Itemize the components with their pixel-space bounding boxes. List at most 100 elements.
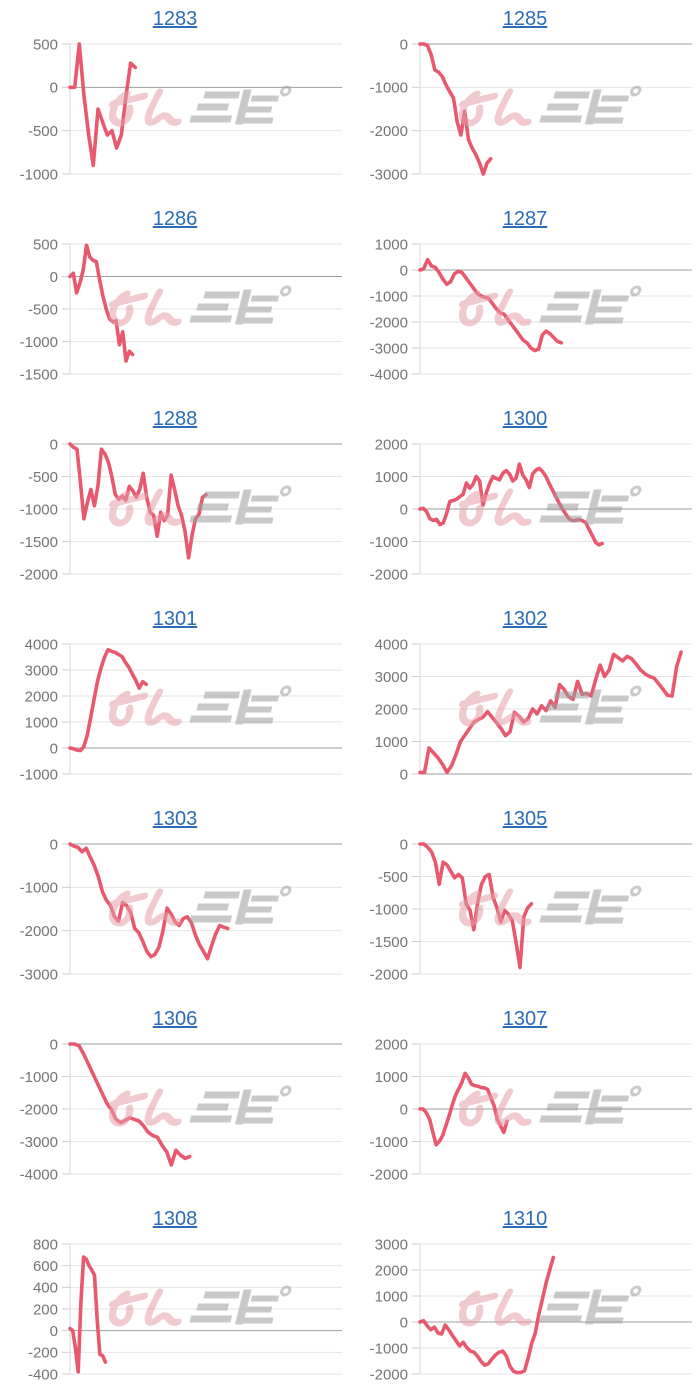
slump-graph: 0 -500 -1000 -1500 -2000 (350, 836, 700, 998)
payout-line-series (68, 243, 135, 363)
y-axis-tick-label: -2000 (370, 1366, 408, 1383)
machine-number-link[interactable]: 1306 (152, 1008, 198, 1030)
y-axis-tick-label: 4000 (375, 636, 408, 653)
y-axis-tick-label: 0 (50, 1323, 58, 1340)
y-axis-tick-label: 500 (33, 36, 58, 53)
y-axis-tick-label: 500 (33, 236, 58, 253)
y-axis-tick-label: 800 (33, 1236, 58, 1253)
machine-number-link[interactable]: 1303 (152, 808, 198, 830)
line-chart: 0 -1000 -2000 -3000 (20, 836, 342, 983)
y-axis-tick-label: 0 (400, 766, 408, 783)
chart-title-row: 1300 (350, 400, 700, 436)
chart-cell: 1308 800 600 400 200 0 -200 -400 (0, 1200, 350, 1400)
chart-cell: 1306 0 -1000 -2000 -3000 -4000 (0, 1000, 350, 1200)
machine-number-link[interactable]: 1287 (502, 208, 548, 230)
y-axis-tick-label: 2000 (25, 688, 58, 705)
payout-line-series (68, 1042, 192, 1167)
y-axis-tick-label: -2000 (20, 923, 58, 940)
slump-graph: 0 -1000 -2000 -3000 (350, 36, 700, 198)
y-axis-tick-label: 600 (33, 1258, 58, 1275)
y-axis-tick-label: -2000 (370, 1166, 408, 1183)
machine-number-link[interactable]: 1307 (502, 1008, 548, 1030)
y-axis-tick-label: 4000 (25, 636, 58, 653)
y-axis-tick-label: 1000 (375, 1288, 408, 1305)
machine-number-link[interactable]: 1310 (502, 1208, 548, 1230)
machine-number-link[interactable]: 1300 (502, 408, 548, 430)
y-axis-tick-label: -2000 (370, 123, 408, 140)
machine-number-link[interactable]: 1283 (152, 8, 198, 30)
y-axis-tick-label: -1000 (370, 1134, 408, 1151)
line-chart: 0 -500 -1000 -1500 -2000 (370, 836, 692, 983)
y-axis-tick-label: 2000 (375, 1036, 408, 1053)
y-axis-tick-label: -3000 (370, 340, 408, 357)
y-axis-tick-label: 200 (33, 1301, 58, 1318)
y-axis-tick-label: 0 (400, 36, 408, 53)
machine-number-link[interactable]: 1288 (152, 408, 198, 430)
y-axis-tick-label: -3000 (370, 166, 408, 183)
slump-graph: 0 -1000 -2000 -3000 (0, 836, 350, 998)
slump-graph: 800 600 400 200 0 -200 -400 (0, 1236, 350, 1398)
y-axis-tick-label: 1000 (25, 714, 58, 731)
payout-line-series (68, 42, 138, 168)
machine-number-link[interactable]: 1285 (502, 8, 548, 30)
slump-graph: 500 0 -500 -1000 -1500 (0, 236, 350, 398)
y-axis-tick-label: -4000 (20, 1166, 58, 1183)
payout-line-series (68, 842, 230, 961)
payout-line-series (418, 842, 534, 970)
payout-line-series (68, 442, 208, 560)
chart-cell: 1310 3000 2000 1000 0 -1000 -2000 (350, 1200, 700, 1400)
line-chart: 0 -1000 -2000 -3000 -4000 (20, 1036, 342, 1183)
payout-line-series (68, 647, 148, 753)
y-axis-tick-label: 1000 (375, 236, 408, 253)
y-axis-tick-label: -500 (28, 469, 58, 486)
y-axis-tick-label: -3000 (20, 966, 58, 983)
y-axis-tick-label: -2000 (370, 566, 408, 583)
slump-graph: 3000 2000 1000 0 -1000 -2000 (350, 1236, 700, 1398)
y-axis-tick-label: 2000 (375, 1262, 408, 1279)
chart-cell: 1303 0 -1000 -2000 -3000 (0, 800, 350, 1000)
y-axis-tick-label: 3000 (25, 662, 58, 679)
chart-cell: 1307 2000 1000 0 -1000 -2000 (350, 1000, 700, 1200)
line-chart: 1000 0 -1000 -2000 -3000 -4000 (370, 236, 692, 383)
y-axis-tick-label: -1500 (370, 934, 408, 951)
y-axis-tick-label: -500 (378, 869, 408, 886)
payout-line-series (418, 650, 683, 775)
y-axis-tick-label: -1000 (370, 288, 408, 305)
chart-title-row: 1301 (0, 600, 350, 636)
y-axis-tick-label: -1000 (20, 1069, 58, 1086)
payout-line-series (418, 42, 493, 176)
y-axis-tick-label: -2000 (370, 314, 408, 331)
chart-title-row: 1286 (0, 200, 350, 236)
line-chart: 0 -500 -1000 -1500 -2000 (20, 436, 342, 583)
line-chart: 2000 1000 0 -1000 -2000 (370, 1036, 692, 1183)
y-axis-tick-label: 1000 (375, 1069, 408, 1086)
y-axis-tick-label: -1500 (20, 534, 58, 551)
y-axis-tick-label: 0 (50, 80, 58, 97)
machine-number-link[interactable]: 1302 (502, 608, 548, 630)
y-axis-tick-label: 0 (50, 436, 58, 453)
y-axis-tick-label: -500 (28, 123, 58, 140)
line-chart: 800 600 400 200 0 -200 -400 (28, 1236, 342, 1383)
chart-title-row: 1308 (0, 1200, 350, 1236)
y-axis-tick-label: -1000 (370, 534, 408, 551)
chart-cell: 1286 500 0 -500 -1000 -1500 (0, 200, 350, 400)
machine-number-link[interactable]: 1308 (152, 1208, 198, 1230)
line-chart: 2000 1000 0 -1000 -2000 (370, 436, 692, 583)
machine-number-link[interactable]: 1305 (502, 808, 548, 830)
chart-title-row: 1303 (0, 800, 350, 836)
chart-cell: 1302 4000 3000 2000 1000 0 (350, 600, 700, 800)
y-axis-tick-label: 0 (400, 501, 408, 518)
machine-number-link[interactable]: 1286 (152, 208, 198, 230)
chart-title-row: 1283 (0, 0, 350, 36)
y-axis-tick-label: 3000 (375, 1236, 408, 1253)
payout-line-series (68, 1255, 108, 1374)
y-axis-tick-label: -200 (28, 1345, 58, 1362)
y-axis-tick-label: 0 (50, 269, 58, 286)
chart-title-row: 1310 (350, 1200, 700, 1236)
y-axis-tick-label: -1000 (20, 334, 58, 351)
y-axis-tick-label: 400 (33, 1280, 58, 1297)
y-axis-tick-label: -2000 (20, 566, 58, 583)
payout-line-series (418, 257, 564, 353)
machine-number-link[interactable]: 1301 (152, 608, 198, 630)
